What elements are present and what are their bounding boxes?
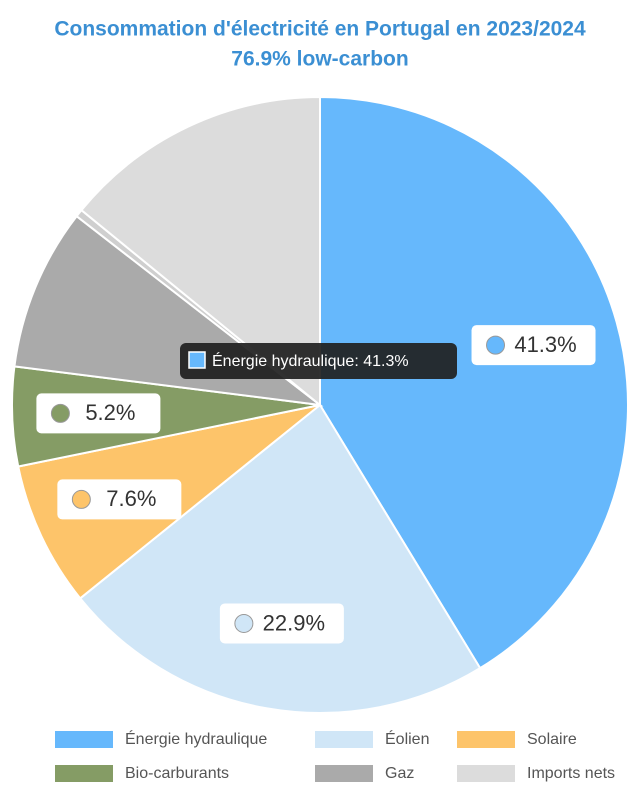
data-label: 41.3% [471, 325, 596, 366]
chart-subtitle: 76.9% low-carbon [231, 48, 408, 71]
legend-label: Éolien [385, 729, 429, 748]
chart-title: Consommation d'électricité en Portugal e… [54, 18, 586, 41]
pie-slice [78, 403, 482, 714]
tooltip-box [180, 343, 457, 379]
tooltip-swatch [188, 351, 206, 369]
legend-swatch [55, 731, 113, 748]
data-label-text: 22.9% [263, 610, 325, 635]
label-icon [486, 335, 506, 355]
tooltip: Énergie hydraulique: 41.3% [180, 343, 457, 379]
label-box [57, 479, 182, 520]
legend-label: Bio-carburants [125, 765, 229, 782]
data-label: 22.9% [219, 603, 344, 644]
pie-slice [80, 95, 321, 408]
legend-label: Solaire [527, 731, 577, 748]
data-label-text: 5.2% [85, 400, 135, 425]
legend-swatch [457, 765, 515, 782]
legend-label: Gaz [385, 765, 414, 782]
data-label-text: 41.3% [514, 332, 576, 357]
label-box [36, 393, 161, 434]
legend-swatch [315, 765, 373, 782]
label-box [219, 603, 344, 644]
legend-swatch [315, 731, 373, 748]
legend-swatch [55, 765, 113, 782]
data-label: 5.2% [36, 393, 161, 434]
tooltip-text: Énergie hydraulique: 41.3% [212, 351, 409, 370]
label-icon [234, 613, 254, 633]
data-label-text: 7.6% [106, 486, 156, 511]
data-label: 7.6% [57, 479, 182, 520]
legend-label: Énergie hydraulique [125, 729, 267, 748]
label-icon [71, 489, 91, 509]
label-icon [50, 403, 70, 423]
label-box [471, 325, 596, 366]
legend-swatch [457, 731, 515, 748]
pie-slice [319, 95, 629, 670]
legend-label: Imports nets [527, 765, 615, 782]
